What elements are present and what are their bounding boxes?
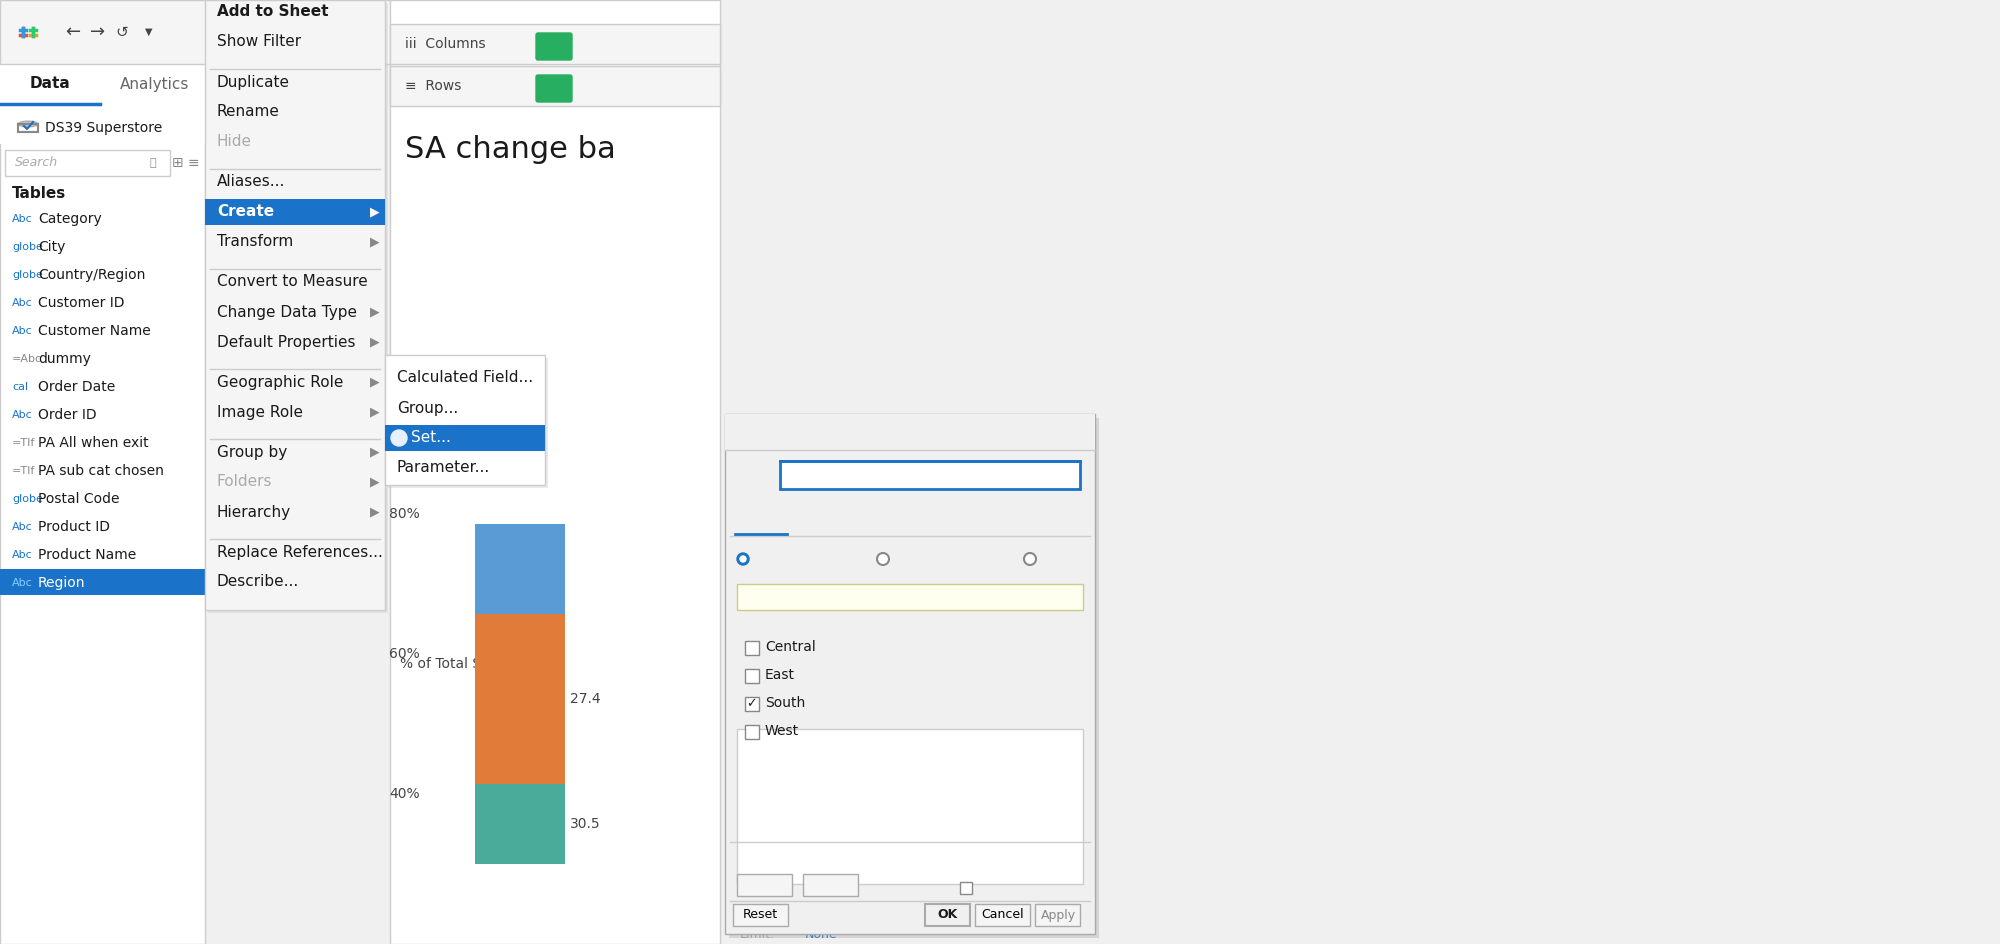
Text: Category: Category	[38, 212, 102, 226]
Text: Abc: Abc	[12, 522, 32, 532]
Text: South: South	[764, 696, 806, 710]
Text: Calculated Field...: Calculated Field...	[396, 370, 534, 385]
Text: General: General	[736, 517, 792, 531]
Text: OK: OK	[938, 908, 958, 921]
Bar	[732, 904, 788, 926]
Bar	[744, 641, 760, 655]
Bar	[4, 150, 170, 176]
Text: cal: cal	[12, 382, 28, 392]
Bar	[1036, 904, 1080, 926]
Bar	[744, 697, 760, 711]
Text: Rename: Rename	[216, 105, 280, 120]
Text: All: All	[804, 891, 820, 904]
Bar	[804, 874, 858, 896]
Text: dummy: dummy	[38, 352, 90, 366]
Text: Customer Name: Customer Name	[38, 324, 150, 338]
Text: Abc: Abc	[12, 550, 32, 560]
Text: Image Role: Image Role	[216, 404, 304, 419]
Text: Describe...: Describe...	[216, 575, 300, 589]
Text: Set...: Set...	[412, 430, 450, 446]
Text: SA change ba: SA change ba	[404, 134, 616, 163]
Text: Add to Sheet: Add to Sheet	[216, 5, 328, 20]
Text: None: None	[802, 878, 838, 892]
Circle shape	[392, 430, 408, 446]
FancyBboxPatch shape	[476, 614, 566, 784]
Bar	[390, 24, 720, 64]
FancyBboxPatch shape	[728, 418, 1100, 938]
Bar	[976, 904, 1030, 926]
Text: Hierarchy: Hierarchy	[216, 504, 292, 519]
Bar	[724, 414, 1096, 934]
Text: Summary: Summary	[736, 907, 812, 921]
Text: Top: Top	[876, 517, 900, 531]
FancyBboxPatch shape	[384, 425, 544, 451]
FancyBboxPatch shape	[536, 75, 572, 102]
Bar	[780, 461, 1080, 489]
Text: Folders: Folders	[216, 475, 272, 490]
Text: Abc: Abc	[12, 326, 32, 336]
Text: Data: Data	[30, 76, 70, 92]
Text: Aliases...: Aliases...	[216, 175, 286, 190]
Text: Abc: Abc	[12, 578, 32, 588]
Text: Region Set|: Region Set|	[790, 467, 870, 482]
Text: ×: ×	[1080, 423, 1094, 441]
Text: ▶: ▶	[370, 476, 380, 488]
Text: ▶: ▶	[370, 505, 380, 518]
Text: ≡  Rows: ≡ Rows	[404, 79, 462, 93]
Text: Convert to Measure: Convert to Measure	[216, 275, 368, 290]
Text: None: None	[804, 928, 838, 940]
Text: Limit:: Limit:	[740, 928, 776, 940]
Text: Search: Search	[16, 157, 58, 170]
Text: =TIf: =TIf	[12, 438, 36, 448]
Text: Group by: Group by	[216, 445, 288, 460]
Text: Customer ID: Customer ID	[38, 296, 124, 310]
Text: 🔍: 🔍	[150, 158, 156, 168]
FancyBboxPatch shape	[476, 784, 566, 864]
Bar	[924, 904, 970, 926]
Text: ↺: ↺	[116, 25, 128, 40]
Text: =Abc: =Abc	[12, 354, 42, 364]
Circle shape	[1024, 553, 1036, 565]
Text: 80%: 80%	[390, 507, 420, 521]
Bar	[736, 729, 1084, 884]
Text: ←: ←	[64, 23, 80, 41]
Text: Region: Region	[38, 576, 86, 590]
Text: East: East	[764, 668, 796, 682]
FancyBboxPatch shape	[536, 33, 572, 60]
Text: Postal Code: Postal Code	[38, 492, 120, 506]
Text: ▶: ▶	[370, 306, 380, 318]
Text: ▶: ▶	[370, 376, 380, 389]
Text: City: City	[38, 240, 66, 254]
Text: Default Properties: Default Properties	[216, 334, 356, 349]
Text: Enter search text: Enter search text	[744, 591, 854, 603]
Text: Hide: Hide	[216, 134, 252, 149]
Text: Custom value list: Custom value list	[892, 552, 1002, 565]
Text: PA sub cat chosen: PA sub cat chosen	[38, 464, 164, 478]
Text: ▶: ▶	[370, 235, 380, 248]
Text: ⊞: ⊞	[172, 156, 184, 170]
FancyBboxPatch shape	[0, 0, 680, 64]
Bar	[736, 874, 792, 896]
Text: →: →	[90, 23, 106, 41]
Text: Selection:: Selection:	[740, 873, 802, 886]
Text: Field:: Field:	[740, 855, 774, 868]
Text: Summary: Summary	[736, 827, 812, 841]
Text: Abc: Abc	[12, 410, 32, 420]
Text: 30.5: 30.5	[570, 817, 600, 831]
Text: Selected 1 of 4 values: Selected 1 of 4 values	[804, 873, 944, 886]
Text: PA All when exit: PA All when exit	[38, 436, 148, 450]
Text: ✓: ✓	[746, 698, 756, 711]
Bar	[390, 66, 720, 106]
Text: Show Filter: Show Filter	[216, 35, 302, 49]
FancyBboxPatch shape	[476, 524, 566, 614]
Circle shape	[876, 553, 888, 565]
Bar	[744, 725, 760, 739]
FancyBboxPatch shape	[0, 569, 206, 595]
Text: Parameter...: Parameter...	[396, 461, 490, 476]
Text: Tables: Tables	[12, 187, 66, 201]
Text: Create: Create	[216, 205, 274, 220]
Text: Replace References...: Replace References...	[216, 545, 382, 560]
Text: 27.4: 27.4	[570, 692, 600, 706]
Bar	[0, 0, 206, 944]
